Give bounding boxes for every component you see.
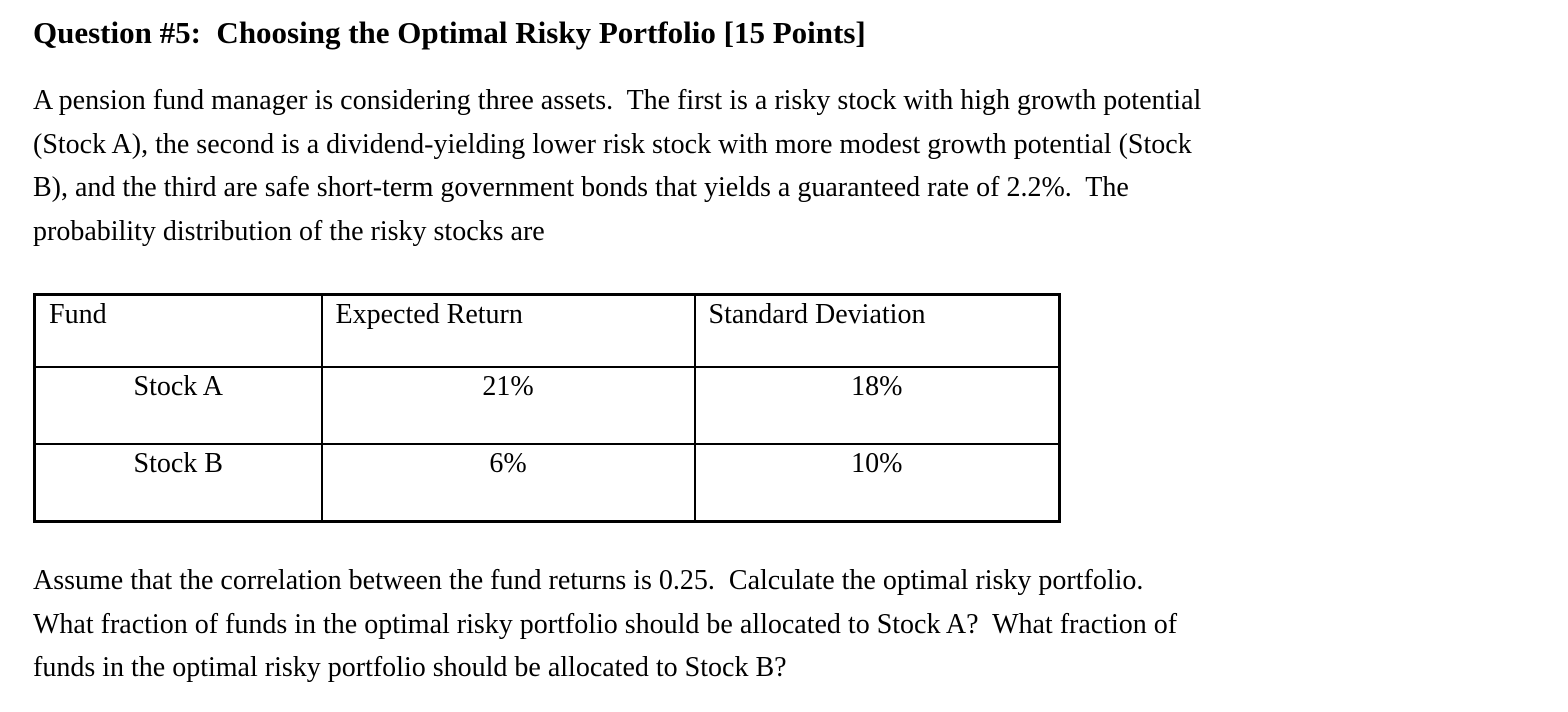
stock-b-standard-deviation: 10%	[693, 443, 1061, 523]
header-expected-return: Expected Return	[320, 293, 696, 369]
funds-table: Fund Expected Return Standard Deviation …	[33, 292, 1061, 523]
intro-paragraph: A pension fund manager is considering th…	[33, 85, 1202, 248]
table-header-row: Fund Expected Return Standard Deviation	[33, 293, 1061, 369]
stock-b-expected-return: 6%	[320, 443, 696, 523]
header-standard-deviation: Standard Deviation	[693, 293, 1061, 369]
table-row-stock-a: Stock A 21% 18%	[33, 366, 1061, 446]
closing-paragraph: Assume that the correlation between the …	[33, 564, 1178, 684]
table-row-stock-b: Stock B 6% 10%	[33, 443, 1061, 523]
question-title: Question #5: Choosing the Optimal Risky …	[33, 15, 866, 50]
stock-a-name: Stock A	[33, 366, 323, 446]
stock-a-standard-deviation: 18%	[693, 366, 1061, 446]
question-document: Question #5: Choosing the Optimal Risky …	[33, 15, 1202, 684]
header-fund: Fund	[33, 293, 323, 369]
stock-a-expected-return: 21%	[320, 366, 696, 446]
stock-b-name: Stock B	[33, 443, 323, 523]
